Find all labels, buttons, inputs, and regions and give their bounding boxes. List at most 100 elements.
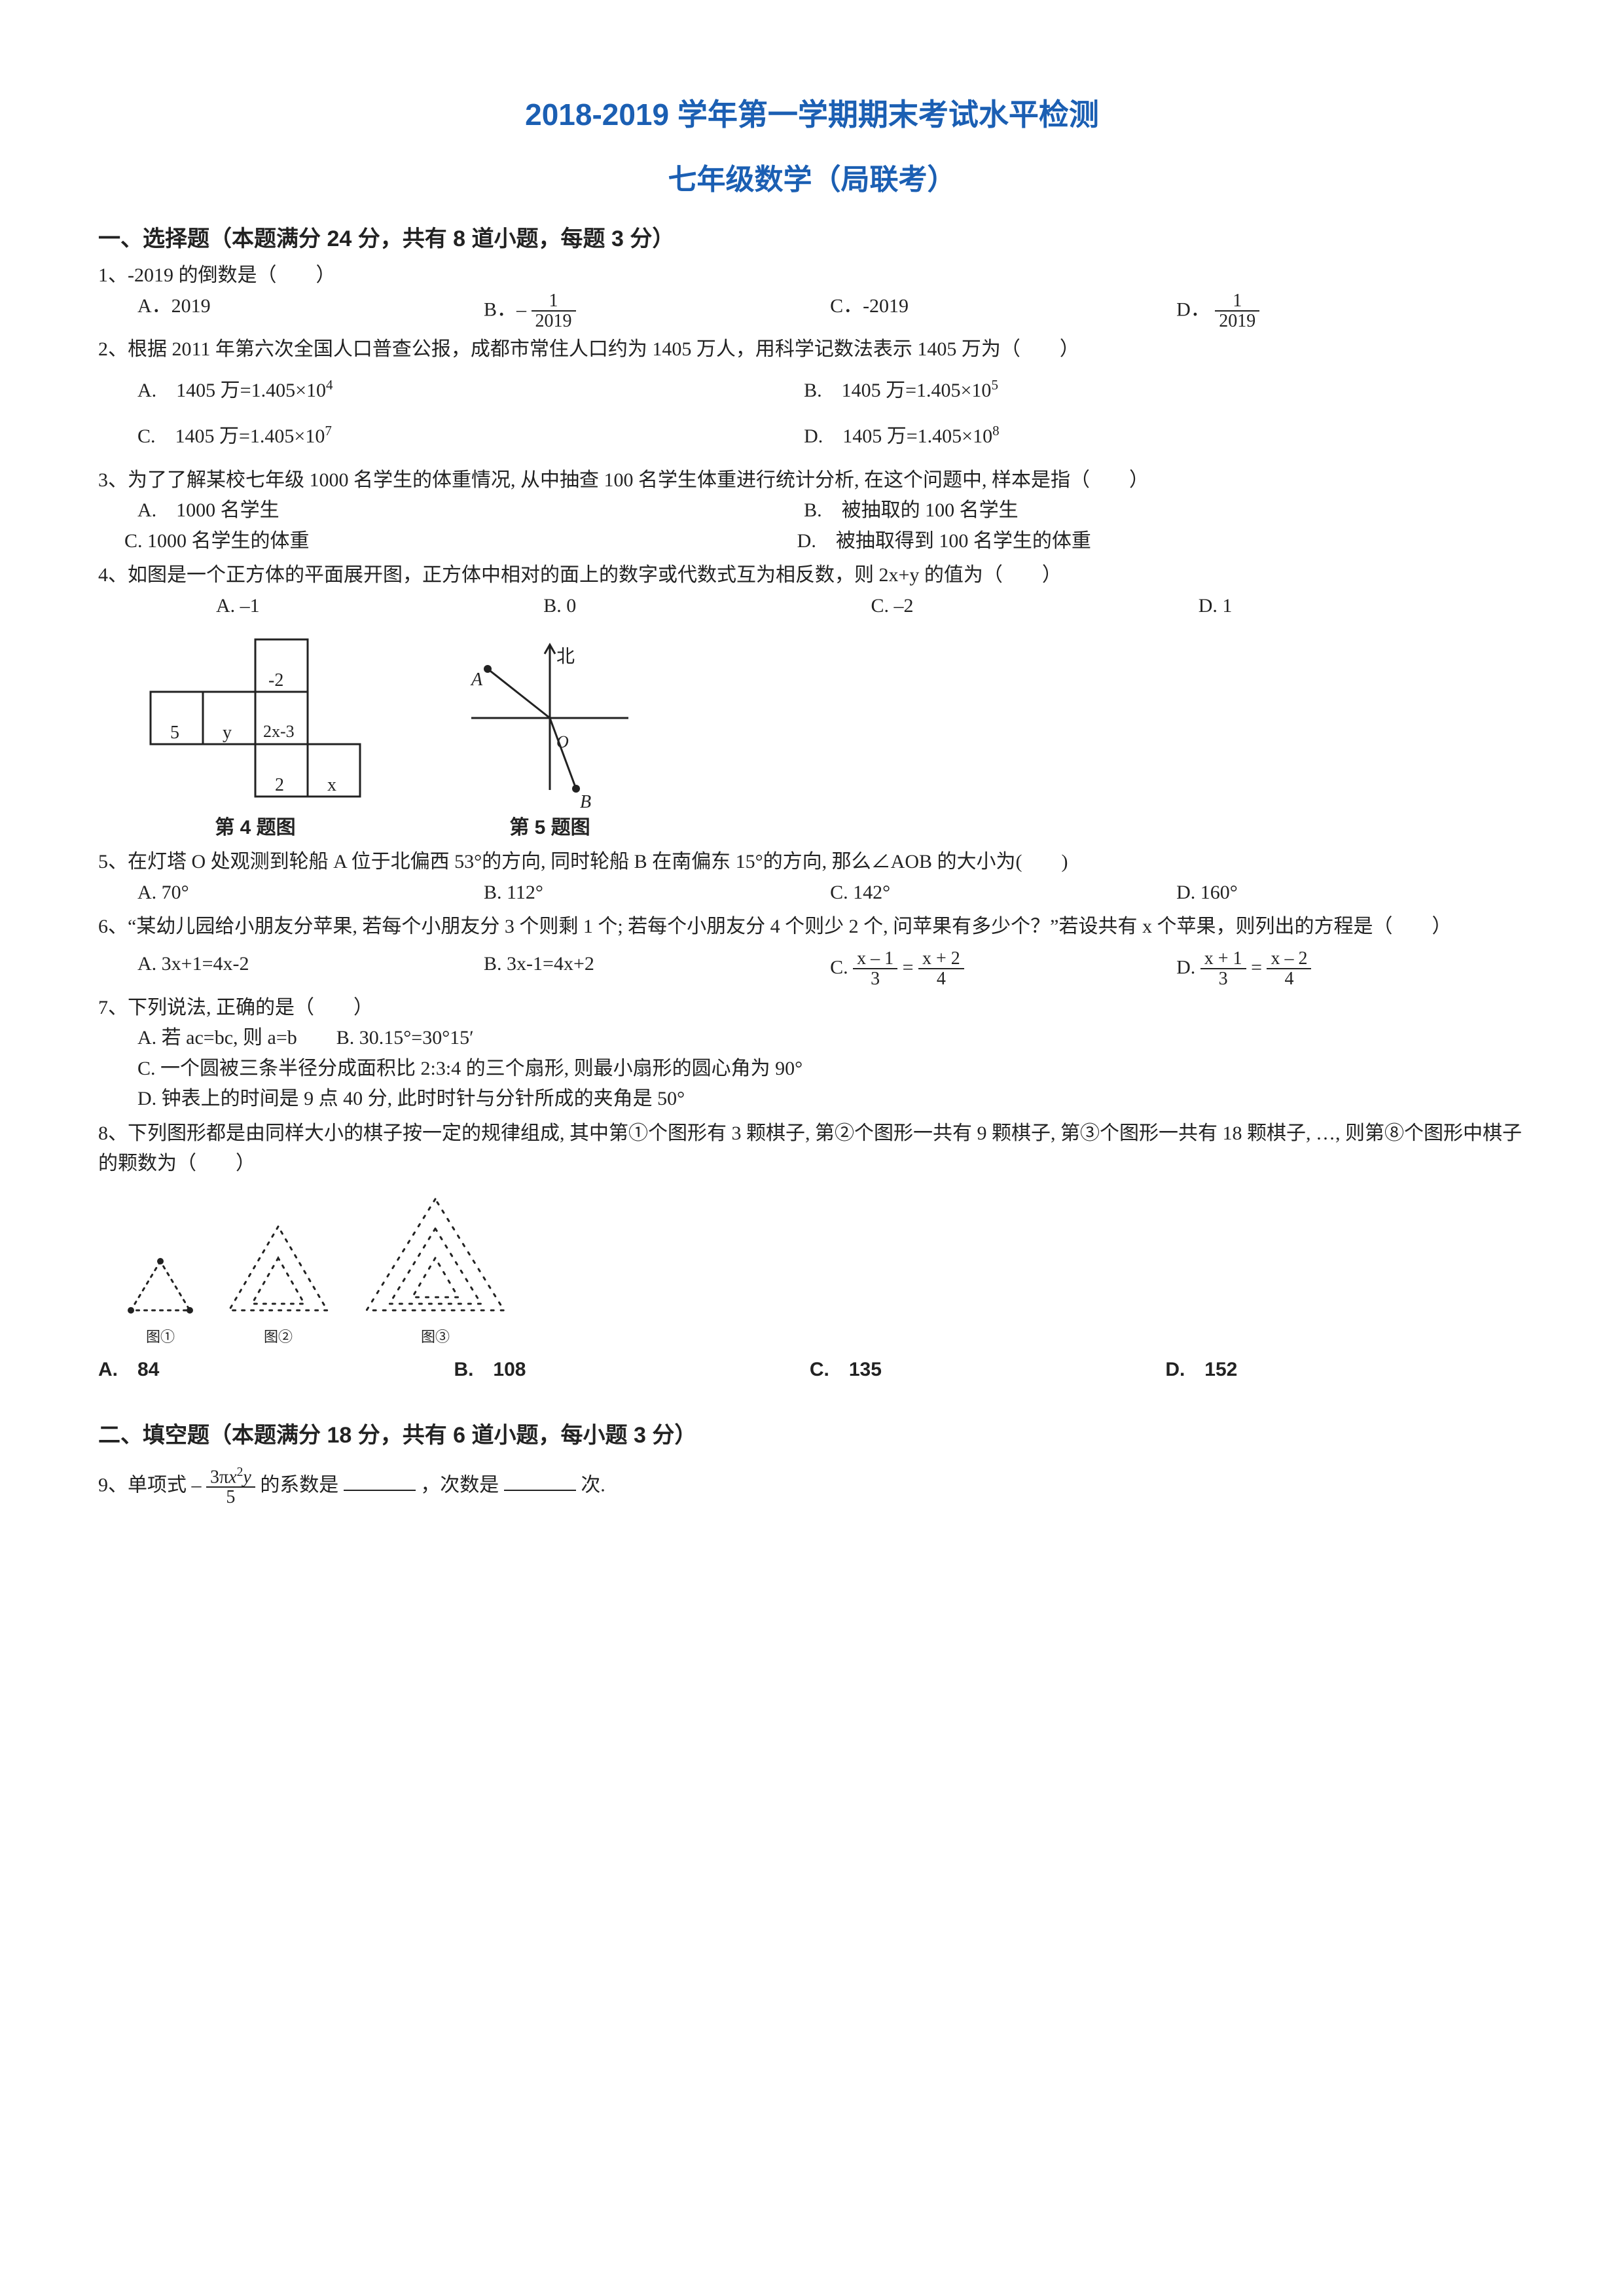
frac-num: x – 1	[853, 949, 897, 969]
q8-stem: 8、下列图形都是由同样大小的棋子按一定的规律组成, 其中第①个图形有 3 颗棋子…	[98, 1119, 1526, 1179]
exponent: 4	[326, 377, 333, 393]
frac-num: x – 2	[1267, 949, 1311, 969]
q5-opt-b: B. 112°	[484, 878, 830, 908]
q8-cap1: 图①	[124, 1326, 196, 1348]
q4-opt-d: D. 1	[1199, 591, 1526, 622]
q3-opt-b: B. 被抽取的 100 名学生	[804, 495, 1470, 526]
figure-q5: 北 A O B 第 5 题图	[452, 633, 648, 843]
fraction: x + 13	[1200, 949, 1246, 989]
q2-options-row1: A. 1405 万=1.405×104 B. 1405 万=1.405×105	[98, 374, 1526, 406]
q8-fig1: 图①	[124, 1251, 196, 1349]
fraction: 3πx2y 5	[206, 1466, 255, 1507]
q2a-text: A. 1405 万=1.405×10	[137, 380, 326, 401]
blank-input[interactable]	[504, 1470, 576, 1491]
q6-options: A. 3x+1=4x-2 B. 3x-1=4x+2 C. x – 13 = x …	[98, 949, 1526, 989]
triangle-icon	[223, 1219, 334, 1317]
triangle-icon	[360, 1193, 511, 1317]
q6-stem: 6、“某幼儿园给小朋友分苹果, 若每个小朋友分 3 个则剩 1 个; 若每个小朋…	[98, 912, 1526, 942]
q2-options-row2: C. 1405 万=1.405×107 D. 1405 万=1.405×108	[98, 420, 1526, 452]
q8-opt-d: D. 152	[1165, 1355, 1521, 1386]
exam-title-line1: 2018-2019 学年第一学期期末考试水平检测	[98, 92, 1526, 138]
q8-fig3: 图③	[360, 1193, 511, 1349]
frac-den: 4	[918, 969, 964, 988]
net-2x3: 2x-3	[263, 719, 295, 745]
q7-opt-c: C. 一个圆被三条半径分成面积比 2:3:4 的三个扇形, 则最小扇形的圆心角为…	[98, 1054, 1526, 1085]
q1-opt-c: C．-2019	[830, 291, 1176, 331]
q2b-text: B. 1405 万=1.405×10	[804, 380, 991, 401]
q8-options: A. 84 B. 108 C. 135 D. 152	[98, 1355, 1526, 1386]
q8-opt-b: B. 108	[454, 1355, 809, 1386]
q9: 9、单项式 – 3πx2y 5 的系数是 ，次数是 次.	[98, 1466, 1526, 1507]
q8-figures: 图① 图② 图③	[124, 1193, 1526, 1349]
frac-den: 3	[1200, 969, 1246, 988]
q2-opt-b: B. 1405 万=1.405×105	[804, 374, 1470, 406]
exponent: 8	[992, 423, 1000, 439]
figure5-caption: 第 5 题图	[452, 813, 648, 844]
blank-input[interactable]	[344, 1470, 416, 1491]
q6-opt-b: B. 3x-1=4x+2	[484, 949, 830, 989]
q8-cap3: 图③	[360, 1326, 511, 1348]
net-x: x	[327, 771, 336, 799]
exam-title-line2: 七年级数学（局联考）	[98, 158, 1526, 202]
frac-num: 1	[1215, 291, 1259, 312]
fraction: x – 13	[853, 949, 897, 989]
q1-opt-b: B．– 12019	[484, 291, 830, 331]
q1-opt-d-pre: D．	[1176, 298, 1210, 320]
exponent: 5	[991, 377, 998, 393]
q2d-text: D. 1405 万=1.405×10	[804, 425, 992, 447]
frac-den: 2019	[1215, 312, 1259, 331]
q2-stem: 2、根据 2011 年第六次全国人口普查公报，成都市常住人口约为 1405 万人…	[98, 334, 1526, 365]
q9-mid2: ，次数是	[420, 1474, 499, 1496]
q8c-text: C. 135	[810, 1359, 882, 1380]
net-2: 2	[275, 771, 284, 799]
q3-options-row2: C. 1000 名学生的体重 D. 被抽取得到 100 名学生的体重	[98, 526, 1526, 557]
figure-q4: -2 5 y 2x-3 2 x 第 4 题图	[137, 633, 373, 843]
q8-opt-c: C. 135	[810, 1355, 1165, 1386]
section-2-header: 二、填空题（本题满分 18 分，共有 6 道小题，每小题 3 分）	[98, 1418, 1526, 1453]
frac-den: 5	[206, 1488, 255, 1507]
frac-den: 3	[853, 969, 897, 988]
net-5: 5	[170, 719, 179, 747]
label-B: B	[580, 788, 591, 816]
q9-suf: 次.	[581, 1474, 605, 1496]
q5-opt-d: D. 160°	[1176, 878, 1523, 908]
q2-opt-a: A. 1405 万=1.405×104	[137, 374, 804, 406]
q5-opt-c: C. 142°	[830, 878, 1176, 908]
frac-num: x + 1	[1200, 949, 1246, 969]
fraction: x – 24	[1267, 949, 1311, 989]
q3-opt-a: A. 1000 名学生	[137, 495, 804, 526]
label-north: 北	[556, 643, 575, 671]
frac-num: 1	[532, 291, 576, 312]
q9-sign: –	[192, 1474, 207, 1496]
q1-stem: 1、-2019 的倒数是（ ）	[98, 260, 1526, 291]
q8b-text: B. 108	[454, 1359, 526, 1380]
q9-pre: 9、单项式	[98, 1474, 192, 1496]
frac-den: 2019	[532, 312, 576, 331]
q3-opt-c: C. 1000 名学生的体重	[124, 526, 797, 557]
q6d-pre: D.	[1176, 956, 1200, 978]
label-O: O	[556, 729, 569, 755]
eq-sign: =	[1251, 956, 1267, 978]
q8-opt-a: A. 84	[98, 1355, 454, 1386]
q3-options-row1: A. 1000 名学生 B. 被抽取的 100 名学生	[98, 495, 1526, 526]
fraction: 12019	[1215, 291, 1259, 331]
section-1-header: 一、选择题（本题满分 24 分，共有 8 道小题，每题 3 分）	[98, 222, 1526, 257]
q1-opt-b-pre: B．–	[484, 298, 532, 320]
net-top: -2	[268, 666, 283, 694]
q5-stem: 5、在灯塔 O 处观测到轮船 A 位于北偏西 53°的方向, 同时轮船 B 在南…	[98, 847, 1526, 878]
q1-options: A．2019 B．– 12019 C．-2019 D． 12019	[98, 291, 1526, 331]
exponent: 7	[325, 423, 332, 439]
q5-options: A. 70° B. 112° C. 142° D. 160°	[98, 878, 1526, 908]
frac-den: 4	[1267, 969, 1311, 988]
compass-svg	[452, 633, 648, 803]
q2-opt-d: D. 1405 万=1.405×108	[804, 420, 1470, 452]
q1-opt-d: D． 12019	[1176, 291, 1523, 331]
frac-num: 3πx2y	[206, 1466, 255, 1488]
fraction: x + 24	[918, 949, 964, 989]
q3-opt-d: D. 被抽取得到 100 名学生的体重	[797, 526, 1470, 557]
triangle-icon	[124, 1251, 196, 1317]
q3-stem: 3、为了了解某校七年级 1000 名学生的体重情况, 从中抽查 100 名学生体…	[98, 465, 1526, 496]
q5-opt-a: A. 70°	[137, 878, 484, 908]
q8a-text: A. 84	[98, 1359, 159, 1380]
q7-opt-d: D. 钟表上的时间是 9 点 40 分, 此时时针与分针所成的夹角是 50°	[98, 1084, 1526, 1115]
